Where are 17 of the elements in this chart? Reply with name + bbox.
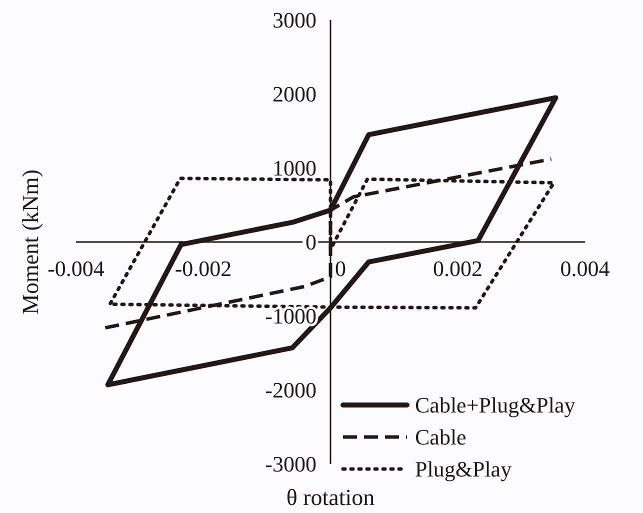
x-tick-label: 0.002 xyxy=(433,256,482,281)
y-tick-label: -3000 xyxy=(265,452,316,477)
y-tick-label: -2000 xyxy=(265,378,316,403)
x-tick-label: -0.004 xyxy=(48,256,104,281)
legend-label: Cable xyxy=(415,424,466,450)
legend-label: Plug&Play xyxy=(415,456,512,482)
x-axis-title: θ rotation xyxy=(286,485,376,510)
x-tick-label: 0 xyxy=(335,256,346,281)
legend-label: Cable+Plug&Play xyxy=(415,392,576,418)
x-tick-label: -0.002 xyxy=(174,256,232,281)
y-tick-label: 3000 xyxy=(272,8,316,33)
y-axis-title: Moment (kNm) xyxy=(18,169,43,315)
y-tick-label: 2000 xyxy=(272,82,316,107)
y-tick-label: 1000 xyxy=(272,156,316,181)
y-tick-label: -1000 xyxy=(265,304,316,329)
y-tick-label: 0 xyxy=(306,230,316,255)
x-tick-label: 0.004 xyxy=(560,256,610,281)
